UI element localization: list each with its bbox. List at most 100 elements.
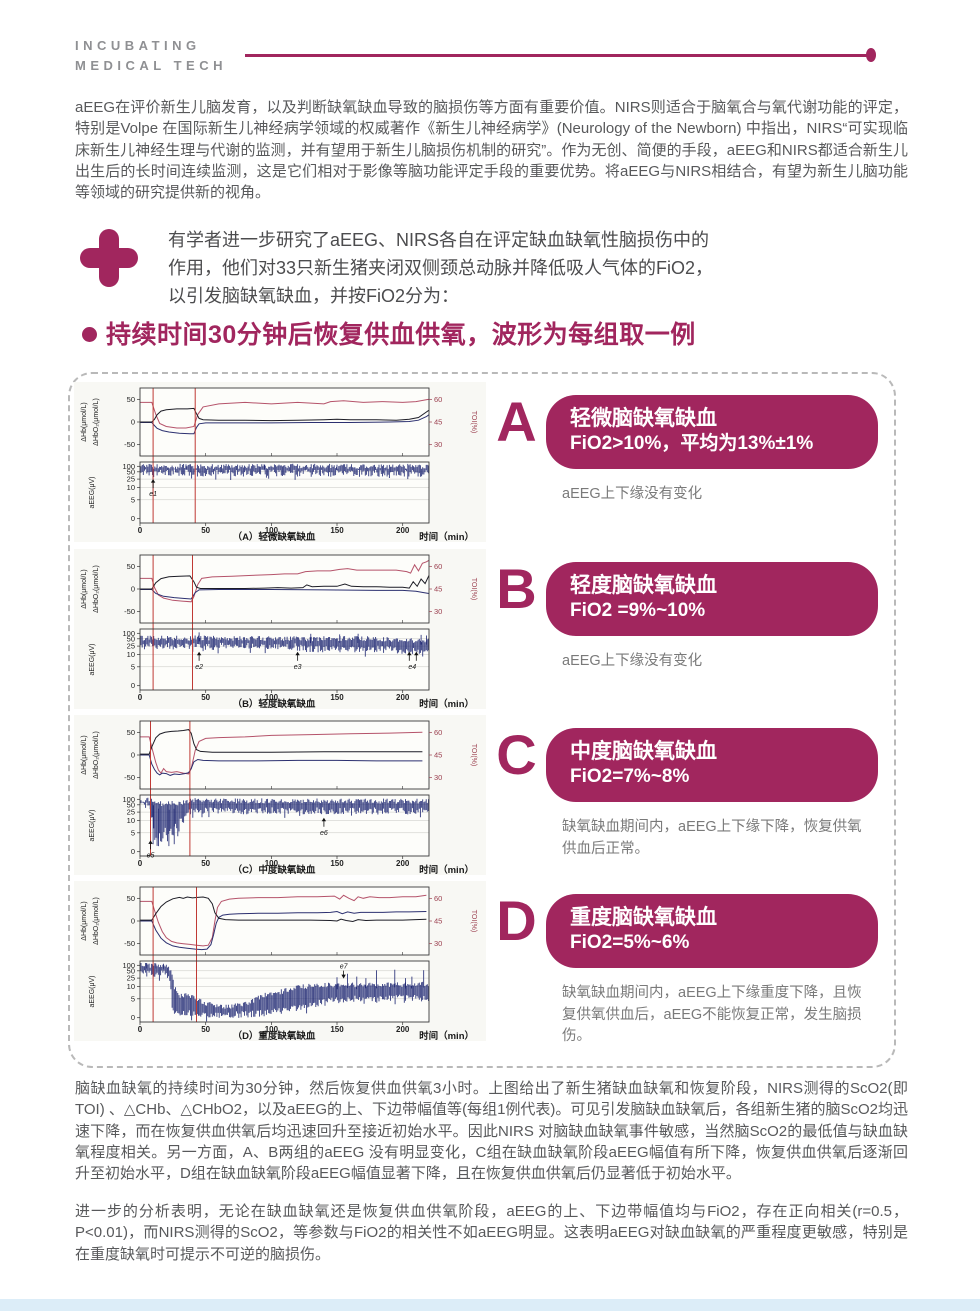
- svg-text:45: 45: [434, 585, 442, 594]
- panel-row-c: 50 0 -50 60 45 30 100 50 25 10 5 0 0 50 100 150 200 ΔHb(μ…: [74, 715, 904, 875]
- svg-text:50: 50: [127, 395, 135, 404]
- svg-text:ΔHbO₂(μmol/L): ΔHbO₂(μmol/L): [93, 398, 100, 446]
- svg-text:5: 5: [131, 495, 135, 504]
- svg-text:45: 45: [434, 917, 442, 926]
- svg-text:100: 100: [122, 961, 135, 970]
- panel-letter-d: D: [496, 889, 536, 952]
- badge-subtitle: FiO2 =9%~10%: [570, 600, 706, 622]
- svg-text:45: 45: [434, 751, 442, 760]
- svg-text:100: 100: [265, 526, 279, 535]
- svg-text:45: 45: [434, 418, 442, 427]
- svg-text:0: 0: [131, 681, 135, 690]
- svg-text:50: 50: [127, 634, 135, 643]
- svg-text:ΔHbO₂(μmol/L): ΔHbO₂(μmol/L): [93, 565, 100, 613]
- study-description: 有学者进一步研究了aEEG、NIRS各自在评定缺血缺氧性脑损伤中的 作用，他们对…: [168, 230, 714, 307]
- svg-text:aEEG(μV): aEEG(μV): [89, 643, 96, 675]
- svg-text:25: 25: [127, 808, 135, 817]
- svg-text:60: 60: [434, 728, 442, 737]
- svg-text:30: 30: [434, 773, 442, 782]
- plus-icon: [80, 229, 138, 287]
- svg-text:e6: e6: [320, 830, 328, 837]
- brand-line1: INCUBATING: [75, 38, 201, 53]
- svg-text:25: 25: [127, 475, 135, 484]
- svg-text:-50: -50: [124, 440, 135, 449]
- svg-text:0: 0: [138, 526, 143, 535]
- svg-text:e3: e3: [294, 664, 302, 671]
- badge-subtitle: FiO2=7%~8%: [570, 766, 690, 788]
- svg-text:50: 50: [127, 800, 135, 809]
- svg-text:30: 30: [434, 607, 442, 616]
- svg-text:0: 0: [131, 1013, 135, 1022]
- brand-line2: MEDICAL TECH: [75, 58, 227, 74]
- badge-subtitle: FiO2>10%，平均为13%±1%: [570, 433, 814, 455]
- svg-text:（C）中度缺氧缺血: （C）中度缺氧缺血: [233, 864, 316, 875]
- svg-text:100: 100: [265, 859, 279, 868]
- svg-text:0: 0: [138, 693, 143, 702]
- badge-title: 轻微脑缺氧缺血: [570, 407, 717, 430]
- svg-text:100: 100: [122, 629, 135, 638]
- svg-text:TOI(%): TOI(%): [470, 578, 477, 600]
- svg-text:ΔHbO₂(μmol/L): ΔHbO₂(μmol/L): [93, 731, 100, 779]
- svg-text:60: 60: [434, 562, 442, 571]
- discussion-paragraph-2: 进一步的分析表明，无论在缺血缺氧还是恢复供血供氧阶段，aEEG的上、下边带幅值均…: [75, 1203, 908, 1263]
- svg-text:5: 5: [131, 662, 135, 671]
- svg-text:时间（min）: 时间（min）: [419, 698, 474, 709]
- header-rule: [245, 54, 870, 57]
- header-rule-dot-icon: [866, 48, 876, 62]
- svg-text:e1: e1: [149, 491, 157, 498]
- panel-note-a: aEEG上下缘没有变化: [562, 485, 703, 502]
- svg-text:200: 200: [396, 859, 410, 868]
- svg-text:200: 200: [396, 526, 410, 535]
- severity-badge-d: 重度脑缺氧缺血 FiO2=5%~6%: [546, 894, 878, 968]
- svg-text:ΔHb(μmol/L): ΔHb(μmol/L): [81, 569, 88, 608]
- svg-text:150: 150: [330, 693, 344, 702]
- svg-text:0: 0: [138, 1025, 143, 1034]
- svg-text:TOI(%): TOI(%): [470, 910, 477, 932]
- panel-note-c: 缺氧缺血期间内，aEEG上下缘下降，恢复供氧供血后正常。: [562, 818, 862, 857]
- svg-text:50: 50: [201, 859, 210, 868]
- svg-text:ΔHb(μmol/L): ΔHb(μmol/L): [81, 735, 88, 774]
- svg-text:50: 50: [127, 728, 135, 737]
- svg-text:200: 200: [396, 693, 410, 702]
- panel-note-b: aEEG上下缘没有变化: [562, 652, 703, 669]
- svg-text:0: 0: [131, 585, 135, 594]
- svg-text:10: 10: [127, 982, 135, 991]
- severity-badge-b: 轻度脑缺氧缺血 FiO2 =9%~10%: [546, 562, 878, 636]
- svg-text:50: 50: [127, 966, 135, 975]
- svg-text:时间（min）: 时间（min）: [419, 531, 474, 542]
- svg-text:25: 25: [127, 974, 135, 983]
- severity-badge-c: 中度脑缺氧缺血 FiO2=7%~8%: [546, 728, 878, 802]
- svg-text:5: 5: [131, 994, 135, 1003]
- svg-text:ΔHbO₂(μmol/L): ΔHbO₂(μmol/L): [93, 897, 100, 945]
- svg-text:50: 50: [127, 894, 135, 903]
- svg-text:5: 5: [131, 828, 135, 837]
- panel-letter-c: C: [496, 723, 536, 786]
- svg-text:-50: -50: [124, 773, 135, 782]
- svg-text:TOI(%): TOI(%): [470, 411, 477, 433]
- panel-row-d: 50 0 -50 60 45 30 100 50 25 10 5 0 0 50 100 150 200 ΔHb(μ…: [74, 881, 904, 1048]
- svg-text:50: 50: [127, 467, 135, 476]
- panel-row-b: 50 0 -50 60 45 30 100 50 25 10 5 0 0 50 100 150 200 ΔHb(μ…: [74, 549, 904, 709]
- svg-text:50: 50: [201, 1025, 210, 1034]
- svg-text:-50: -50: [124, 607, 135, 616]
- badge-title: 重度脑缺氧缺血: [570, 906, 717, 929]
- svg-text:50: 50: [201, 526, 210, 535]
- brand-logo: INCUBATING MEDICAL TECH: [75, 36, 227, 76]
- svg-text:150: 150: [330, 859, 344, 868]
- intro-paragraph: aEEG在评价新生儿脑发育，以及判断缺氧缺血导致的脑损伤等方面有重要价值。NIR…: [75, 99, 908, 202]
- svg-text:200: 200: [396, 1025, 410, 1034]
- svg-text:30: 30: [434, 440, 442, 449]
- svg-text:0: 0: [138, 859, 143, 868]
- svg-text:0: 0: [131, 514, 135, 523]
- svg-text:ΔHb(μmol/L): ΔHb(μmol/L): [81, 901, 88, 940]
- svg-text:50: 50: [127, 562, 135, 571]
- svg-text:aEEG(μV): aEEG(μV): [89, 809, 96, 841]
- svg-text:时间（min）: 时间（min）: [419, 864, 474, 875]
- svg-text:e2: e2: [195, 664, 203, 671]
- svg-text:60: 60: [434, 395, 442, 404]
